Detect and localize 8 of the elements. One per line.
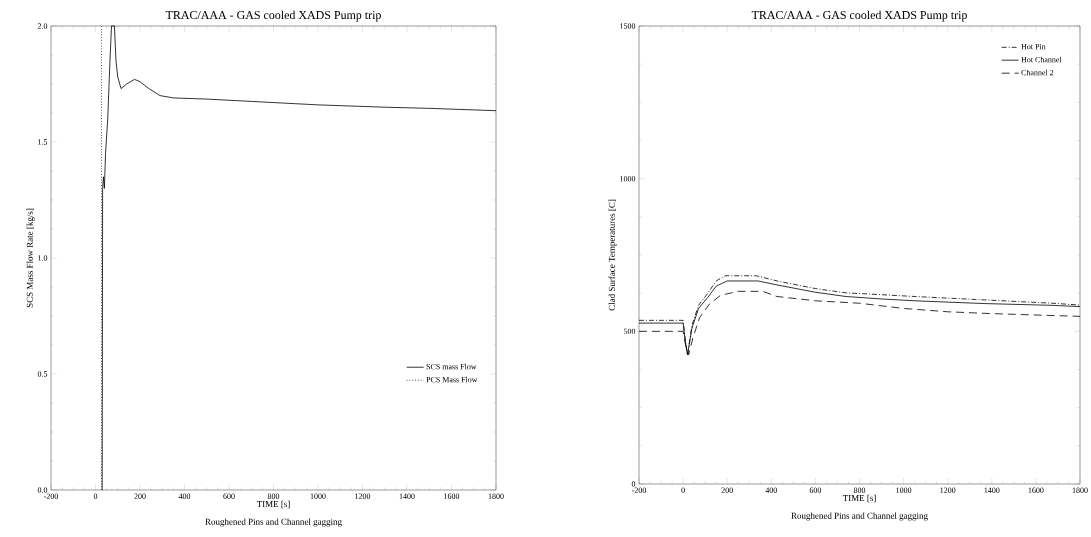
x-axis-title: TIME [s]: [256, 500, 290, 509]
text: Roughened Pins and Channel gagging: [205, 518, 342, 527]
y-axis-title: Clad Surface Temperatures [C]: [608, 199, 617, 311]
x-axis-title: TIME [s]: [842, 494, 876, 503]
chart-title: TRAC/AAA - GAS cooled XADS Pump trip: [751, 10, 967, 22]
y-axis-title: SCS Mass Flow Rate [kg/s]: [26, 208, 35, 308]
chart-title: TRAC/AAA - GAS cooled XADS Pump trip: [165, 10, 381, 22]
text: Roughened Pins and Channel gagging: [791, 512, 928, 521]
